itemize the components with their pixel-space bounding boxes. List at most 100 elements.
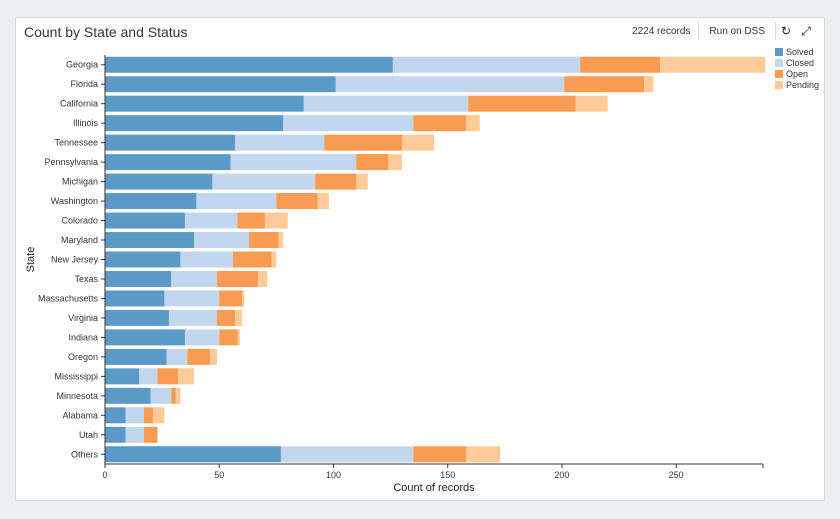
y-tick-label: Georgia bbox=[66, 60, 98, 70]
bar-open-virginia bbox=[216, 309, 236, 326]
bar-solved-michigan bbox=[105, 173, 213, 190]
chart-toolbar: 2224 records Run on DSS ↻ ⤢ bbox=[624, 22, 816, 40]
y-tick-label: Mississippi bbox=[54, 371, 98, 381]
bar-closed-colorado bbox=[184, 212, 238, 229]
bar-closed-illinois bbox=[283, 115, 414, 132]
bar-open-new-jersey bbox=[232, 251, 272, 268]
bar-closed-oregon bbox=[166, 348, 188, 365]
y-tick-label: Alabama bbox=[62, 410, 98, 420]
bar-solved-massachusetts bbox=[105, 290, 165, 307]
bar-closed-california bbox=[303, 95, 469, 112]
bar-solved-texas bbox=[105, 270, 172, 287]
legend-swatch-closed bbox=[775, 59, 783, 67]
bar-solved-oregon bbox=[105, 348, 167, 365]
x-tick-label: 200 bbox=[554, 470, 569, 480]
legend-label-closed: Closed bbox=[786, 58, 814, 68]
bar-pending-massachusetts bbox=[242, 290, 245, 307]
bar-solved-others bbox=[105, 446, 281, 463]
x-tick-label: 0 bbox=[102, 470, 107, 480]
bar-open-tennessee bbox=[324, 134, 403, 151]
bar-closed-georgia bbox=[392, 56, 581, 73]
y-tick-label: Others bbox=[71, 449, 99, 459]
chart-title: Count by State and Status bbox=[24, 24, 188, 40]
bar-closed-utah bbox=[125, 426, 144, 443]
bar-open-washington bbox=[276, 193, 318, 210]
bar-pending-others bbox=[465, 446, 501, 463]
bar-pending-texas bbox=[258, 270, 268, 287]
x-tick-label: 100 bbox=[326, 470, 341, 480]
bar-solved-washington bbox=[105, 193, 197, 210]
bar-pending-pennsylvania bbox=[388, 154, 403, 171]
bar-solved-georgia bbox=[105, 56, 393, 73]
y-tick-label: New Jersey bbox=[51, 255, 99, 265]
bar-solved-illinois bbox=[105, 115, 284, 132]
y-tick-label: California bbox=[60, 99, 98, 109]
bar-open-florida bbox=[564, 76, 645, 93]
toolbar-divider bbox=[698, 22, 700, 40]
bar-closed-minnesota bbox=[150, 387, 172, 404]
bar-pending-alabama bbox=[152, 407, 165, 424]
bar-closed-indiana bbox=[184, 329, 220, 346]
bar-open-georgia bbox=[580, 56, 661, 73]
bar-open-massachusetts bbox=[219, 290, 243, 307]
legend-swatch-solved bbox=[775, 48, 783, 56]
bar-pending-florida bbox=[644, 76, 654, 93]
y-tick-label: Minnesota bbox=[56, 391, 98, 401]
bar-pending-oregon bbox=[210, 348, 217, 365]
bar-closed-virginia bbox=[168, 309, 217, 326]
bar-solved-maryland bbox=[105, 232, 195, 249]
bar-closed-others bbox=[280, 446, 414, 463]
bar-pending-new-jersey bbox=[271, 251, 277, 268]
bar-closed-pennsylvania bbox=[230, 154, 357, 171]
y-axis-label: State bbox=[25, 247, 37, 273]
bar-pending-washington bbox=[317, 193, 329, 210]
bar-pending-indiana bbox=[237, 329, 240, 346]
y-tick-label: Tennessee bbox=[54, 138, 98, 148]
bar-pending-tennessee bbox=[402, 134, 434, 151]
bar-solved-new-jersey bbox=[105, 251, 181, 268]
bar-open-pennsylvania bbox=[356, 154, 389, 171]
x-axis-label: Count of records bbox=[393, 482, 475, 494]
bar-closed-washington bbox=[196, 193, 277, 210]
y-tick-label: Virginia bbox=[68, 313, 98, 323]
x-tick-label: 150 bbox=[440, 470, 455, 480]
legend-label-solved: Solved bbox=[786, 47, 814, 57]
y-tick-label: Florida bbox=[70, 79, 98, 89]
bar-closed-new-jersey bbox=[180, 251, 233, 268]
bar-pending-illinois bbox=[465, 115, 480, 132]
expand-icon[interactable]: ⤢ bbox=[801, 23, 811, 38]
bar-solved-utah bbox=[105, 426, 126, 443]
bar-pending-california bbox=[575, 95, 608, 112]
bar-pending-colorado bbox=[264, 212, 288, 229]
y-tick-label: Illinois bbox=[73, 118, 99, 128]
bar-open-others bbox=[413, 446, 466, 463]
bar-open-utah bbox=[143, 426, 158, 443]
bar-pending-virginia bbox=[235, 309, 243, 326]
bar-open-texas bbox=[216, 270, 259, 287]
bar-open-maryland bbox=[248, 232, 279, 249]
y-tick-label: Texas bbox=[74, 274, 98, 284]
bar-open-minnesota bbox=[171, 387, 176, 404]
y-tick-label: Michigan bbox=[62, 177, 98, 187]
refresh-icon[interactable]: ↻ bbox=[780, 24, 792, 38]
bar-solved-pennsylvania bbox=[105, 154, 231, 171]
bar-solved-california bbox=[105, 95, 304, 112]
legend-swatch-open bbox=[775, 70, 783, 78]
bar-pending-minnesota bbox=[175, 387, 181, 404]
record-count: 2224 records bbox=[632, 25, 691, 37]
bar-open-california bbox=[468, 95, 576, 112]
bar-solved-mississippi bbox=[105, 368, 140, 385]
bar-closed-alabama bbox=[125, 407, 144, 424]
bar-open-michigan bbox=[315, 173, 357, 190]
bar-closed-tennessee bbox=[235, 134, 325, 151]
bar-solved-indiana bbox=[105, 329, 185, 346]
run-on-dss-button[interactable]: Run on DSS bbox=[709, 25, 765, 37]
bar-pending-georgia bbox=[660, 56, 766, 73]
bar-open-indiana bbox=[219, 329, 238, 346]
bar-pending-mississippi bbox=[178, 368, 195, 385]
bar-solved-alabama bbox=[105, 407, 126, 424]
y-tick-label: Colorado bbox=[61, 216, 98, 226]
bar-open-mississippi bbox=[157, 368, 179, 385]
bar-solved-colorado bbox=[105, 212, 185, 229]
